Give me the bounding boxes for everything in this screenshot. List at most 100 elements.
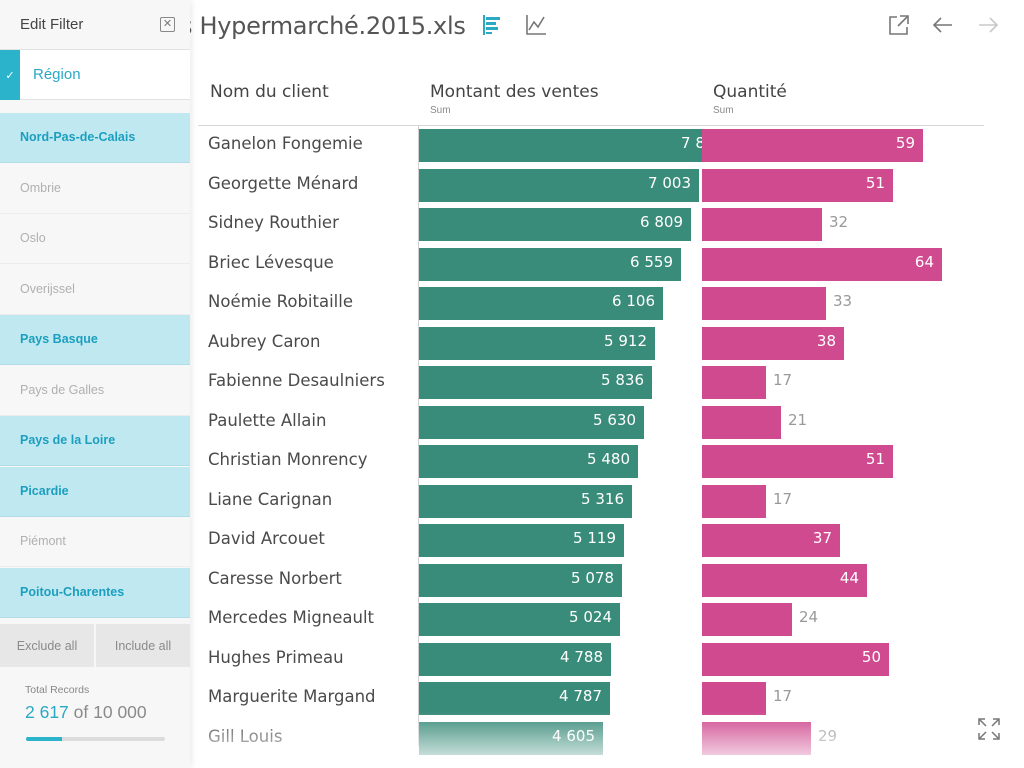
quantity-value: 38 [816, 331, 836, 350]
filter-item[interactable]: Piémont [0, 517, 190, 567]
document-title: s Hypermarché.2015.xls [180, 12, 466, 40]
table-row[interactable]: Marguerite Margand 4 787 17 [0, 679, 1024, 719]
sales-bar[interactable] [419, 287, 663, 320]
client-name: Liane Carignan [208, 489, 333, 509]
filter-item[interactable]: Overijssel [0, 265, 190, 315]
quantity-bar[interactable] [702, 326, 844, 360]
exclude-all-button[interactable]: Exclude all [0, 624, 94, 667]
sales-bar[interactable] [419, 445, 638, 478]
sales-bar[interactable] [419, 642, 611, 676]
filter-field-label: Région [33, 66, 81, 83]
sales-bar[interactable] [419, 524, 624, 557]
filter-item[interactable]: Ombrie [0, 164, 190, 214]
quantity-bar[interactable] [702, 445, 893, 478]
sales-bar[interactable] [419, 682, 610, 715]
client-name: Ganelon Fongemie [208, 134, 363, 153]
client-name: Mercedes Migneault [208, 608, 375, 627]
quantity-bar[interactable] [702, 524, 840, 557]
filter-item[interactable]: Nord-Pas-de-Calais [0, 113, 190, 163]
filter-item[interactable]: Poitou-Charentes [0, 567, 190, 618]
sales-bar[interactable] [419, 603, 620, 636]
column-header-client[interactable]: Nom du client [210, 82, 329, 102]
quantity-bar[interactable] [702, 642, 889, 676]
column-header-quantity[interactable]: Quantité [713, 82, 787, 102]
table-row[interactable]: Fabienne Desaulniers 5 836 17 [0, 363, 1024, 403]
share-icon[interactable] [886, 12, 912, 38]
column-header-sales[interactable]: Montant des ventes [430, 82, 599, 102]
quantity-value: 17 [773, 371, 793, 389]
header-divider [198, 125, 984, 126]
quantity-bar[interactable] [702, 287, 826, 320]
quantity-bar[interactable] [702, 721, 811, 755]
table-row[interactable]: Hughes Primeau 4 788 50 [0, 640, 1024, 680]
sales-bar[interactable] [419, 208, 691, 241]
sales-bar[interactable] [419, 563, 622, 597]
sales-bar[interactable] [419, 326, 655, 360]
quantity-bar[interactable] [702, 129, 923, 162]
quantity-bar[interactable] [702, 682, 766, 715]
include-all-button[interactable]: Include all [96, 624, 190, 667]
client-name: Sidney Routhier [208, 213, 339, 232]
quantity-bar[interactable] [702, 247, 942, 281]
table-row[interactable]: Mercedes Migneault 5 024 24 [0, 600, 1024, 640]
total-selected: 2 617 [25, 702, 69, 722]
top-bar: s Hypermarché.2015.xls [0, 0, 1024, 56]
quantity-value: 24 [799, 608, 819, 626]
table-row[interactable]: Briec Lévesque 6 559 64 [0, 245, 1024, 285]
sales-value: 6 106 [612, 292, 655, 310]
quantity-bar[interactable] [702, 366, 766, 399]
quantity-value: 33 [833, 292, 853, 310]
quantity-value: 32 [829, 213, 849, 231]
sales-bar[interactable] [419, 247, 681, 281]
client-name: Gill Louis [208, 726, 283, 746]
sales-value: 5 024 [569, 608, 612, 626]
quantity-value: 51 [865, 450, 885, 468]
close-icon[interactable]: ✕ [160, 17, 175, 32]
sales-bar[interactable] [419, 366, 652, 399]
sales-bar[interactable] [419, 405, 644, 439]
back-arrow-icon[interactable] [930, 12, 956, 38]
table-row[interactable]: Noémie Robitaille 6 106 33 [0, 284, 1024, 324]
sales-bar[interactable] [419, 484, 632, 518]
bar-chart-icon[interactable] [479, 12, 505, 38]
filter-item[interactable]: Picardie [0, 466, 190, 517]
quantity-bar[interactable] [702, 603, 792, 636]
table-row[interactable]: Paulette Allain 5 630 21 [0, 403, 1024, 443]
filter-item-label: Picardie [20, 483, 69, 498]
total-records-label: Total Records [25, 684, 90, 696]
sales-value: 5 078 [571, 568, 614, 587]
quantity-value: 50 [861, 647, 881, 666]
filter-item-label: Oslo [20, 231, 46, 245]
table-row[interactable]: Georgette Ménard 7 003 51 [0, 166, 1024, 206]
filter-field-region[interactable]: ✓ Région [0, 50, 190, 100]
client-name: Fabienne Desaulniers [208, 371, 385, 390]
sales-value: 5 119 [573, 529, 616, 547]
sales-bar[interactable] [419, 168, 699, 202]
table-row[interactable]: Liane Carignan 5 316 17 [0, 482, 1024, 522]
quantity-bar[interactable] [702, 168, 893, 202]
filter-item-label: Poitou-Charentes [20, 584, 125, 599]
sales-bar[interactable] [419, 129, 732, 162]
filter-panel-title: Edit Filter [20, 16, 84, 33]
table-row[interactable]: Aubrey Caron 5 912 38 [0, 324, 1024, 364]
line-chart-icon[interactable] [523, 12, 549, 38]
table-row[interactable]: David Arcouet 5 119 37 [0, 521, 1024, 561]
filter-item[interactable]: Pays Basque [0, 315, 190, 365]
records-progress-fill [26, 737, 63, 741]
filter-item[interactable]: Pays de Galles [0, 366, 190, 416]
quantity-bar[interactable] [702, 563, 867, 597]
filter-item[interactable]: Pays de la Loire [0, 416, 190, 466]
sales-value: 5 316 [581, 489, 624, 508]
filter-item[interactable]: Oslo [0, 214, 190, 264]
table-row[interactable]: Sidney Routhier 6 809 32 [0, 205, 1024, 245]
table-row[interactable]: Christian Monrency 5 480 51 [0, 442, 1024, 482]
table-row[interactable]: Caresse Norbert 5 078 44 [0, 561, 1024, 601]
quantity-bar[interactable] [702, 208, 822, 241]
quantity-bar[interactable] [702, 484, 766, 518]
expand-icon[interactable] [976, 716, 1002, 742]
forward-arrow-icon[interactable] [975, 12, 1001, 38]
sales-value: 6 809 [640, 213, 683, 231]
quantity-bar[interactable] [702, 405, 781, 439]
quantity-value: 37 [812, 529, 832, 547]
